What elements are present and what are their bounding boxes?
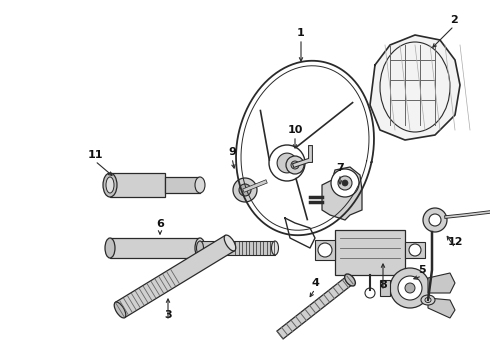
Text: 9: 9 [228, 147, 236, 157]
Ellipse shape [106, 177, 114, 193]
Ellipse shape [196, 241, 203, 255]
Polygon shape [405, 242, 425, 258]
Ellipse shape [195, 177, 205, 193]
Text: 12: 12 [447, 237, 463, 247]
Ellipse shape [114, 302, 126, 318]
Polygon shape [315, 240, 335, 260]
Circle shape [365, 288, 375, 298]
Polygon shape [335, 230, 405, 275]
Text: 10: 10 [287, 125, 303, 135]
Text: 6: 6 [156, 219, 164, 229]
Text: 4: 4 [311, 278, 319, 288]
Polygon shape [428, 298, 455, 318]
Circle shape [269, 145, 305, 181]
Polygon shape [110, 173, 165, 197]
Circle shape [286, 156, 304, 174]
Polygon shape [110, 238, 200, 258]
Text: 1: 1 [297, 28, 305, 38]
Circle shape [338, 176, 352, 190]
Polygon shape [200, 241, 275, 255]
Ellipse shape [271, 241, 278, 255]
Circle shape [342, 180, 348, 186]
Circle shape [405, 283, 415, 293]
Circle shape [239, 184, 251, 196]
Polygon shape [115, 235, 235, 318]
Ellipse shape [425, 297, 431, 302]
Circle shape [423, 208, 447, 232]
Ellipse shape [105, 238, 115, 258]
Polygon shape [322, 167, 362, 220]
Text: 2: 2 [450, 15, 458, 25]
Ellipse shape [224, 235, 236, 251]
Ellipse shape [344, 274, 355, 286]
Circle shape [398, 276, 422, 300]
Polygon shape [380, 280, 390, 296]
Polygon shape [428, 273, 455, 293]
Circle shape [409, 244, 421, 256]
Circle shape [429, 214, 441, 226]
Circle shape [331, 169, 359, 197]
Ellipse shape [195, 238, 205, 258]
Ellipse shape [421, 295, 435, 305]
Polygon shape [165, 177, 200, 193]
Polygon shape [277, 276, 353, 339]
Text: 7: 7 [336, 163, 344, 173]
Text: 8: 8 [379, 280, 387, 290]
Circle shape [233, 178, 257, 202]
Circle shape [390, 268, 430, 308]
Circle shape [291, 161, 299, 169]
Polygon shape [370, 35, 460, 140]
Text: 5: 5 [418, 265, 426, 275]
Circle shape [318, 243, 332, 257]
Ellipse shape [103, 173, 117, 197]
Text: 11: 11 [87, 150, 103, 160]
Text: 3: 3 [164, 310, 172, 320]
Circle shape [277, 153, 297, 173]
